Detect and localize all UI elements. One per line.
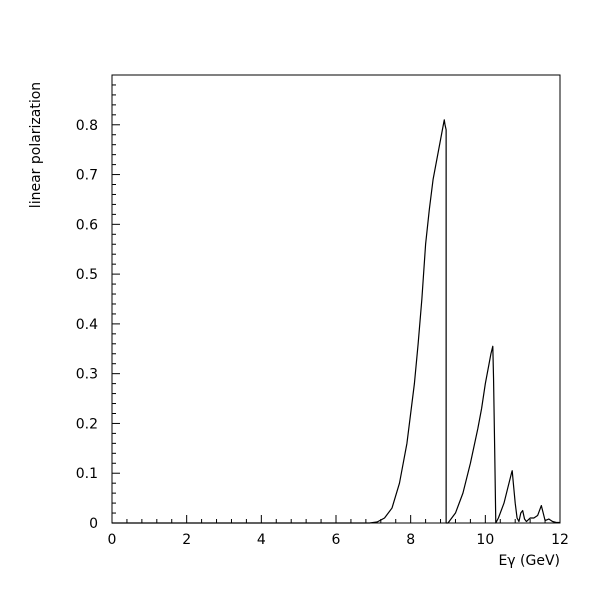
y-tick-label: 0.6 (76, 217, 98, 233)
y-tick-label: 0.7 (76, 168, 98, 184)
x-tick-label: 6 (332, 532, 341, 548)
y-axis-ticks: 0 0.1 0.2 0.3 0.4 0.5 0.6 0.7 0.8 (76, 74, 120, 532)
y-tick-label: 0 (89, 516, 98, 532)
y-tick-label: 0.5 (76, 267, 98, 283)
y-tick-label: 0.4 (76, 317, 98, 333)
x-tick-label: 4 (257, 532, 266, 548)
x-axis-ticks: 0 2 4 6 8 10 12 (108, 515, 569, 548)
y-tick-label: 0.2 (76, 416, 98, 432)
x-axis-title: Eγ (GeV) (498, 553, 560, 569)
series-line (112, 119, 560, 524)
x-tick-label: 8 (406, 532, 415, 548)
y-tick-label: 0.8 (76, 118, 98, 134)
x-tick-label: 0 (108, 532, 117, 548)
y-tick-label: 0.1 (76, 466, 98, 482)
plot-frame (111, 74, 561, 524)
y-tick-label: 0.3 (76, 367, 98, 383)
y-axis-title: linear polarization (28, 82, 44, 208)
x-tick-label: 2 (182, 532, 191, 548)
x-tick-label: 12 (551, 532, 569, 548)
series-layer (112, 119, 560, 524)
x-tick-label: 10 (476, 532, 494, 548)
